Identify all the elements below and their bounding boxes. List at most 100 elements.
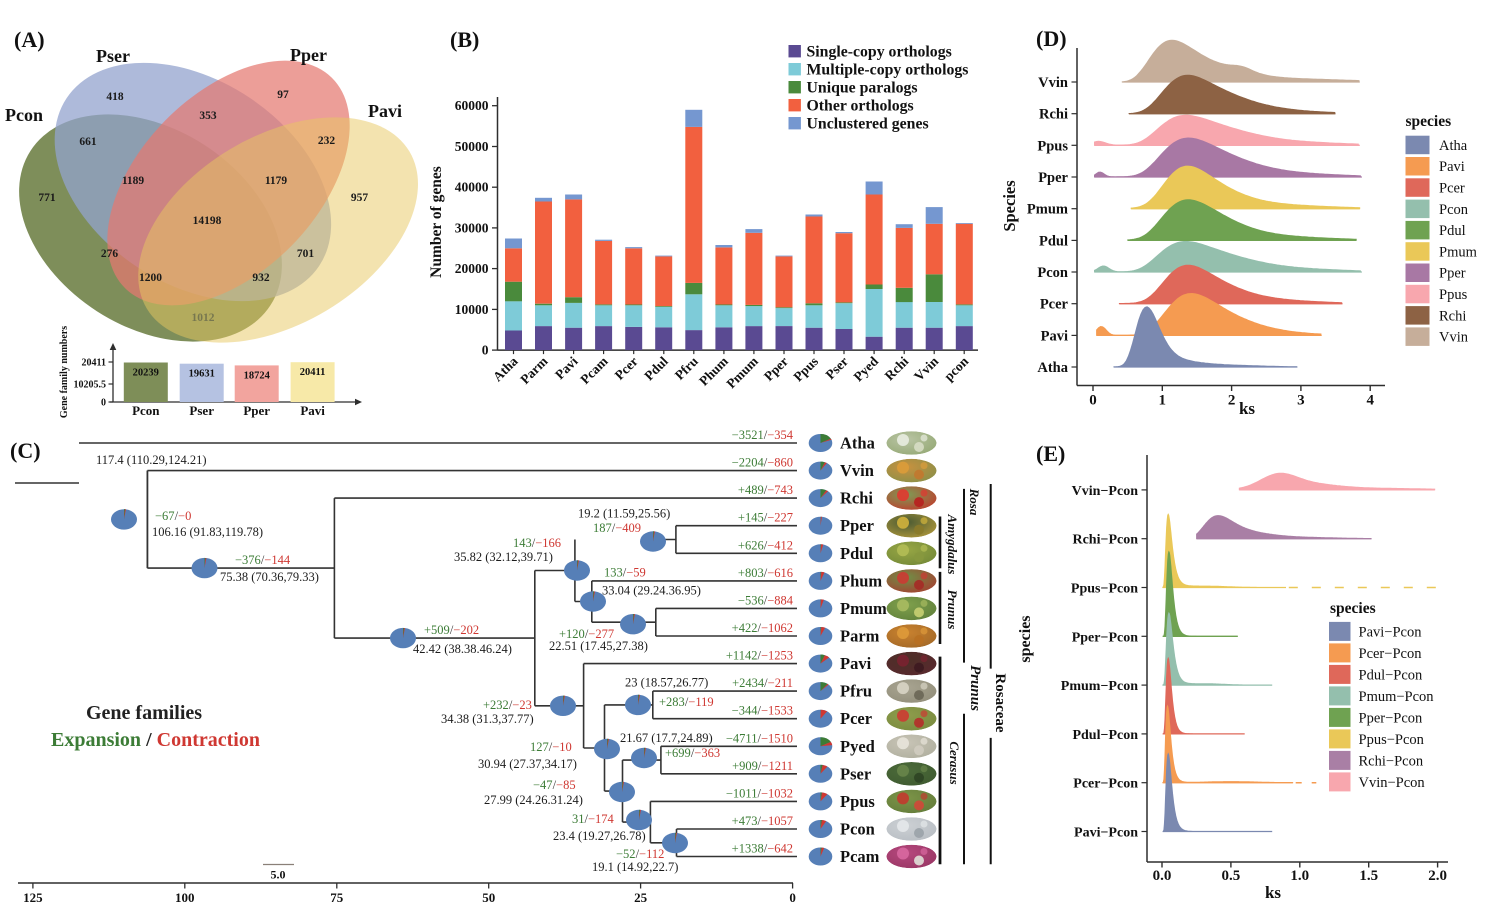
svg-text:(D): (D) — [1036, 26, 1067, 51]
svg-text:127/−10: 127/−10 — [530, 740, 572, 754]
svg-text:Other orthologs: Other orthologs — [807, 98, 914, 115]
svg-text:Pper: Pper — [840, 516, 874, 535]
svg-text:Pdul−Pcon: Pdul−Pcon — [1072, 728, 1138, 743]
svg-text:+232/−23: +232/−23 — [483, 698, 532, 712]
svg-text:Ppus: Ppus — [1439, 287, 1468, 303]
svg-text:Pfru: Pfru — [840, 682, 872, 701]
svg-text:Unique paralogs: Unique paralogs — [807, 80, 918, 97]
svg-text:Ppus: Ppus — [840, 792, 875, 811]
svg-text:1189: 1189 — [122, 175, 145, 187]
svg-text:5.0: 5.0 — [271, 868, 286, 882]
svg-text:Vvin−Pcon: Vvin−Pcon — [1359, 775, 1426, 791]
svg-text:20000: 20000 — [455, 261, 489, 276]
svg-text:Pavi: Pavi — [1041, 328, 1068, 344]
svg-text:Species: Species — [1000, 180, 1019, 232]
svg-text:+509/−202: +509/−202 — [424, 623, 479, 637]
svg-text:Rchi: Rchi — [1439, 308, 1466, 324]
svg-text:Pmum: Pmum — [1439, 244, 1478, 260]
svg-text:Pmum: Pmum — [1027, 202, 1068, 218]
svg-text:ks: ks — [1265, 883, 1281, 902]
svg-text:2: 2 — [1228, 393, 1236, 409]
svg-text:42.42 (38.38.46.24): 42.42 (38.38.46.24) — [413, 642, 512, 656]
svg-text:0: 0 — [101, 398, 106, 409]
svg-text:1.5: 1.5 — [1359, 868, 1378, 884]
svg-text:Prunus: Prunus — [945, 590, 960, 630]
svg-text:18724: 18724 — [244, 370, 271, 381]
svg-text:22.51 (17.45,27.38): 22.51 (17.45,27.38) — [549, 639, 648, 653]
svg-text:Rosaceae: Rosaceae — [992, 673, 1008, 732]
svg-text:Pcer: Pcer — [1040, 297, 1069, 313]
svg-text:Pcon: Pcon — [1037, 265, 1068, 281]
svg-text:97: 97 — [277, 89, 289, 101]
svg-text:25: 25 — [634, 890, 648, 905]
svg-text:957: 957 — [351, 192, 369, 204]
svg-text:2.0: 2.0 — [1428, 868, 1447, 884]
svg-text:Pdul−Pcon: Pdul−Pcon — [1359, 667, 1424, 683]
svg-text:0: 0 — [789, 890, 796, 905]
svg-text:125: 125 — [23, 890, 43, 905]
svg-text:+803/−616: +803/−616 — [738, 566, 793, 580]
svg-text:353: 353 — [199, 110, 217, 122]
svg-text:Atha: Atha — [1037, 360, 1068, 376]
svg-text:−3521/−354: −3521/−354 — [732, 428, 794, 442]
svg-text:Pser: Pser — [189, 403, 214, 418]
svg-text:100: 100 — [175, 890, 195, 905]
svg-text:0: 0 — [482, 343, 489, 358]
svg-text:661: 661 — [79, 136, 97, 148]
svg-text:0.5: 0.5 — [1222, 868, 1241, 884]
svg-text:−344/−1533: −344/−1533 — [732, 704, 793, 718]
svg-text:40000: 40000 — [455, 180, 489, 195]
svg-text:Atha: Atha — [1439, 138, 1468, 154]
svg-text:(C): (C) — [10, 438, 41, 463]
svg-text:34.38 (31.3,37.77): 34.38 (31.3,37.77) — [441, 712, 534, 726]
svg-text:932: 932 — [252, 272, 270, 284]
svg-text:+422/−1062: +422/−1062 — [732, 621, 793, 635]
svg-text:Pmum: Pmum — [840, 599, 887, 618]
svg-text:+2434/−211: +2434/−211 — [732, 676, 793, 690]
svg-text:20239: 20239 — [133, 368, 159, 379]
svg-text:Pdul: Pdul — [1039, 233, 1068, 249]
svg-text:117.4 (110.29,124.21): 117.4 (110.29,124.21) — [96, 453, 207, 467]
svg-text:Atha: Atha — [840, 434, 875, 453]
svg-text:−47/−85: −47/−85 — [533, 778, 576, 792]
svg-text:4: 4 — [1366, 393, 1374, 409]
svg-text:+699/−363: +699/−363 — [665, 746, 720, 760]
svg-text:19.2 (11.59,25.56): 19.2 (11.59,25.56) — [578, 507, 670, 521]
svg-text:species: species — [1330, 600, 1376, 617]
svg-text:Pmum−Pcon: Pmum−Pcon — [1061, 679, 1138, 694]
svg-text:−52/−112: −52/−112 — [616, 847, 664, 861]
svg-text:species: species — [1406, 113, 1452, 130]
svg-text:+1338/−642: +1338/−642 — [732, 842, 793, 856]
svg-text:Pcon: Pcon — [132, 403, 160, 418]
svg-text:+120/−277: +120/−277 — [559, 627, 614, 641]
svg-text:14198: 14198 — [193, 215, 222, 227]
svg-text:ks: ks — [1239, 399, 1255, 418]
svg-text:Pcon: Pcon — [5, 105, 43, 125]
svg-text:20411: 20411 — [300, 367, 326, 378]
svg-text:Ppus: Ppus — [1037, 138, 1068, 154]
svg-text:Pdul: Pdul — [840, 544, 873, 563]
svg-text:60000: 60000 — [455, 98, 489, 113]
svg-text:+1142/−1253: +1142/−1253 — [726, 649, 793, 663]
svg-text:10205.5: 10205.5 — [74, 380, 107, 391]
svg-text:187/−409: 187/−409 — [593, 521, 641, 535]
svg-text:−536/−884: −536/−884 — [738, 593, 794, 607]
svg-text:Gene families: Gene families — [86, 702, 202, 724]
svg-text:33.04 (29.24.36.95): 33.04 (29.24.36.95) — [602, 584, 701, 598]
svg-text:0.0: 0.0 — [1153, 868, 1172, 884]
svg-text:Rchi: Rchi — [840, 489, 873, 508]
svg-text:Pser: Pser — [840, 764, 871, 783]
svg-text:(E): (E) — [1036, 441, 1065, 466]
svg-text:Vvin−Pcon: Vvin−Pcon — [1072, 484, 1139, 499]
svg-text:10000: 10000 — [455, 302, 489, 317]
svg-text:Multiple-copy orthologs: Multiple-copy orthologs — [807, 62, 969, 79]
svg-text:Gene family numbers: Gene family numbers — [59, 326, 70, 418]
svg-text:+145/−227: +145/−227 — [738, 511, 793, 525]
svg-text:21.67 (17.7,24.89): 21.67 (17.7,24.89) — [620, 731, 713, 745]
svg-text:31/−174: 31/−174 — [572, 812, 615, 826]
svg-text:+626/−412: +626/−412 — [738, 538, 793, 552]
svg-text:20411: 20411 — [82, 358, 106, 369]
svg-text:Vvin: Vvin — [1439, 330, 1469, 346]
svg-text:50: 50 — [482, 890, 495, 905]
svg-text:75.38 (70.36,79.33): 75.38 (70.36,79.33) — [220, 570, 319, 584]
